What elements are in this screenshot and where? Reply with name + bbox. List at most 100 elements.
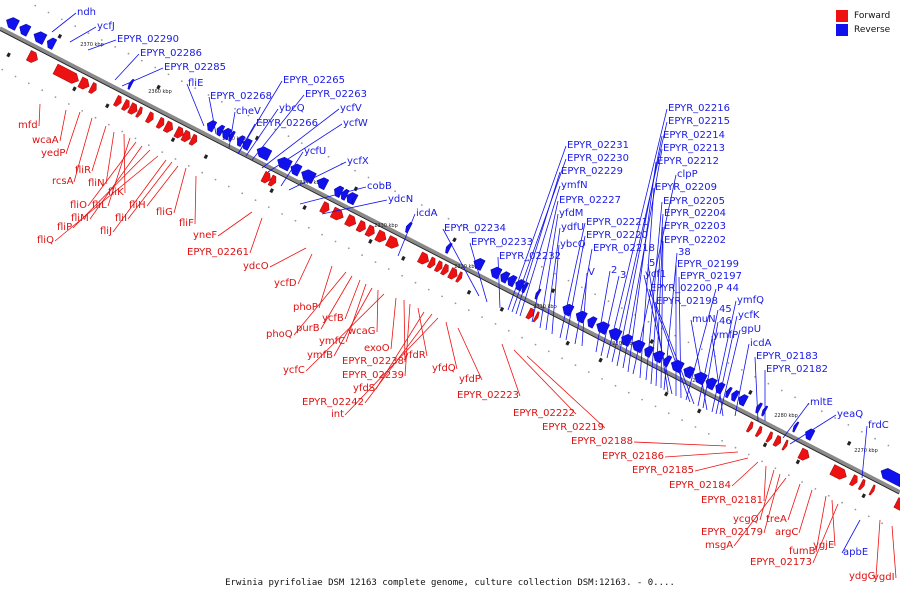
forward-gene xyxy=(267,174,277,187)
skew-mark xyxy=(269,188,274,194)
reverse-gene-label: ybcQ xyxy=(560,239,586,250)
reverse-gene-label: EPYR_02183 xyxy=(756,351,818,362)
leader-line xyxy=(733,477,787,547)
reverse-gene-label: ycfV xyxy=(340,103,362,114)
leader-line xyxy=(645,201,663,381)
track-dot xyxy=(827,494,830,497)
reverse-gene-label: EPYR_02216 xyxy=(668,103,730,114)
leader-line xyxy=(146,165,179,207)
reverse-gene xyxy=(490,266,503,280)
leader-line xyxy=(622,148,663,369)
leader-line xyxy=(841,519,861,554)
forward-gene-label: EPYR_02188 xyxy=(571,436,633,447)
track-dot xyxy=(34,4,37,7)
skew-mark xyxy=(664,391,669,397)
track-dot xyxy=(154,66,157,69)
forward-gene-label: EPYR_02219 xyxy=(542,422,604,433)
track-dot xyxy=(747,453,750,456)
track-dot xyxy=(607,300,610,303)
forward-gene-label: EPYR_02261 xyxy=(187,247,249,258)
skew-mark xyxy=(550,288,556,294)
track-dot xyxy=(780,389,783,392)
scale-label: 2360 kbp xyxy=(148,89,172,95)
forward-gene-label: wcaA xyxy=(32,135,59,146)
leader-line xyxy=(690,319,708,411)
track-dot xyxy=(794,396,796,399)
reverse-gene-label: V xyxy=(588,267,595,278)
leader-line xyxy=(812,503,839,564)
leader-line xyxy=(627,161,657,373)
leader-line xyxy=(891,525,897,579)
reverse-gene-label: EPYR_02200 xyxy=(650,283,712,294)
reverse-gene-label: EPYR_02205 xyxy=(663,196,725,207)
reverse-gene xyxy=(6,17,20,31)
leader-line xyxy=(789,414,837,445)
leader-line xyxy=(87,141,137,207)
forward-gene xyxy=(374,229,387,243)
reverse-gene-label: EPYR_02212 xyxy=(657,156,719,167)
track-dot xyxy=(127,52,130,55)
track-dot xyxy=(441,295,443,298)
reverse-gene-label: muN xyxy=(692,314,716,325)
forward-gene xyxy=(849,474,858,487)
reverse-gene xyxy=(755,402,763,414)
track-dot xyxy=(847,424,850,426)
forward-gene xyxy=(344,214,357,227)
forward-gene-label: yfdS xyxy=(353,383,376,394)
skew-mark xyxy=(57,33,63,39)
reverse-gene-label: P 44 xyxy=(717,283,739,294)
leader-line xyxy=(91,125,107,172)
forward-gene xyxy=(188,133,198,146)
track-dot xyxy=(87,32,90,34)
track-dot xyxy=(860,430,863,433)
track-dot xyxy=(787,474,790,477)
reverse-gene xyxy=(880,468,900,488)
track-dot xyxy=(254,199,257,202)
track-dot xyxy=(527,259,530,261)
forward-gene-label: fliH xyxy=(129,200,146,211)
forward-gene xyxy=(745,421,754,433)
legend-label: Forward xyxy=(854,11,891,21)
forward-gene-label: msgA xyxy=(705,540,734,551)
leader-line xyxy=(321,199,388,215)
track-dot xyxy=(627,391,630,394)
forward-gene-label: argC xyxy=(775,527,799,538)
scale-label: 2320 kbp xyxy=(454,264,478,270)
leader-line xyxy=(754,356,759,422)
leader-line xyxy=(787,483,801,521)
leader-line xyxy=(390,297,397,350)
track-dot xyxy=(327,155,330,158)
leader-line xyxy=(539,213,559,329)
forward-gene xyxy=(135,106,143,118)
forward-gene-label: fliK xyxy=(108,187,124,198)
forward-gene xyxy=(162,120,173,133)
forward-gene xyxy=(417,251,429,265)
skew-mark xyxy=(72,86,77,92)
leader-line xyxy=(763,465,767,502)
track-dot xyxy=(567,279,570,282)
track-dot xyxy=(14,75,17,78)
forward-gene xyxy=(440,263,449,276)
track-dot xyxy=(494,323,497,325)
forward-gene xyxy=(525,307,534,320)
leader-line xyxy=(280,151,304,187)
track-dot xyxy=(354,169,356,172)
track-dot xyxy=(514,252,516,255)
track-dot xyxy=(267,206,270,209)
leader-line xyxy=(559,222,586,339)
leader-line xyxy=(375,311,425,390)
skew-mark xyxy=(203,154,209,160)
track-dot xyxy=(507,329,510,332)
track-dot xyxy=(874,437,876,440)
forward-gene-label: EPYR_02186 xyxy=(602,451,664,462)
track-dot xyxy=(201,171,204,174)
leader-line xyxy=(251,94,305,161)
forward-gene-label: wcaG xyxy=(348,326,376,337)
forward-gene xyxy=(868,484,876,496)
leader-line xyxy=(114,53,140,81)
forward-gene-label: fliI xyxy=(115,213,128,224)
leader-line xyxy=(515,171,561,315)
leader-line xyxy=(261,108,340,169)
track-dot xyxy=(227,185,230,188)
